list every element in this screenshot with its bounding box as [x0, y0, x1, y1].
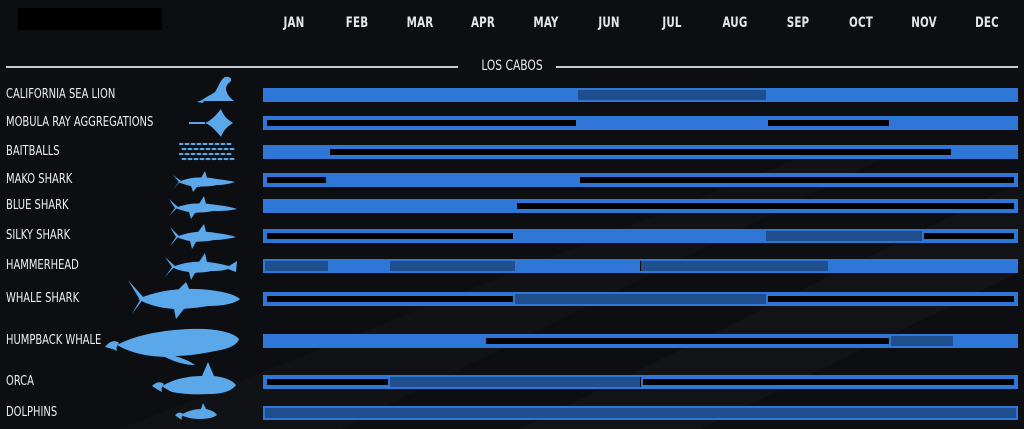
bar-segment-humpback-whale-2-medium	[890, 336, 954, 346]
bar-segment-humpback-whale-0-high	[265, 336, 485, 346]
bar-segment-silky-shark-3-none	[922, 231, 1016, 241]
silky-shark-icon	[170, 224, 236, 249]
bar-segment-mako-shark-2-none	[577, 175, 1016, 185]
month-label-aug: AUG	[722, 15, 748, 31]
bar-segment-hammerhead-4-medium	[640, 261, 829, 271]
bar-segment-california-sea-lion-2-high	[765, 90, 1016, 100]
availability-bar-mobula-ray-aggregations	[263, 116, 1018, 130]
bar-segment-hammerhead-2-medium	[390, 261, 516, 271]
month-label-apr: APR	[471, 15, 496, 31]
bar-segment-orca-2-none	[640, 377, 1016, 387]
availability-bar-whale-shark	[263, 292, 1018, 306]
bar-segment-mako-shark-1-high	[327, 175, 578, 185]
month-label-jul: JUL	[662, 15, 682, 31]
availability-bar-california-sea-lion	[263, 88, 1018, 102]
row-label-hammerhead: HAMMERHEAD	[6, 258, 79, 273]
availability-bar-silky-shark	[263, 229, 1018, 243]
month-label-oct: OCT	[848, 15, 873, 31]
dolphin-icon	[175, 403, 217, 420]
hammerhead-icon	[165, 253, 237, 280]
month-label-feb: FEB	[346, 15, 369, 31]
humpback-whale-icon	[105, 328, 239, 365]
bar-segment-mobula-ray-aggregations-2-none	[765, 118, 891, 128]
availability-bar-blue-shark	[263, 199, 1018, 213]
mobula-ray-icon	[189, 109, 233, 137]
row-label-orca: ORCA	[6, 374, 34, 389]
bar-segment-silky-shark-2-medium	[765, 231, 923, 241]
month-label-nov: NOV	[910, 15, 937, 31]
bar-segment-baitballs-1-none	[327, 147, 954, 157]
whale-shark-icon	[128, 280, 240, 319]
month-label-dec: DEC	[974, 15, 999, 31]
bar-segment-orca-1-medium	[390, 377, 641, 387]
bar-segment-mobula-ray-aggregations-3-high	[890, 118, 1016, 128]
bar-segment-dolphins-0-medium	[265, 408, 1016, 418]
bar-segment-baitballs-0-high	[265, 147, 328, 157]
availability-bar-orca	[263, 375, 1018, 389]
bar-segment-silky-shark-0-none	[265, 231, 516, 241]
month-label-jun: JUN	[598, 15, 620, 31]
row-label-dolphins: DOLPHINS	[6, 405, 58, 420]
month-label-may: MAY	[533, 15, 559, 31]
availability-bar-baitballs	[263, 145, 1018, 159]
bar-segment-blue-shark-0-high	[265, 201, 516, 211]
row-label-baitballs: BAITBALLS	[6, 144, 60, 159]
bar-segment-baitballs-2-high	[953, 147, 1016, 157]
divider-left	[6, 66, 458, 68]
month-label-sep: SEP	[786, 15, 810, 31]
bar-segment-california-sea-lion-1-medium	[577, 90, 766, 100]
bar-segment-hammerhead-5-high	[828, 261, 1016, 271]
divider-right	[556, 66, 1018, 68]
availability-bar-dolphins	[263, 406, 1018, 420]
bar-segment-humpback-whale-1-none	[484, 336, 891, 346]
availability-bar-humpback-whale	[263, 334, 1018, 348]
availability-bar-mako-shark	[263, 173, 1018, 187]
row-label-mako-shark: MAKO SHARK	[6, 172, 73, 187]
bar-segment-hammerhead-1-high	[327, 261, 391, 271]
bar-segment-whale-shark-0-none	[265, 294, 516, 304]
month-label-mar: MAR	[406, 15, 434, 31]
row-label-blue-shark: BLUE SHARK	[6, 198, 69, 213]
row-label-whale-shark: WHALE SHARK	[6, 291, 80, 306]
bar-segment-whale-shark-2-none	[765, 294, 1016, 304]
bar-segment-hammerhead-3-high	[515, 261, 641, 271]
row-label-mobula-ray-aggregations: MOBULA RAY AGGREGATIONS	[6, 115, 154, 130]
title-block	[18, 8, 162, 30]
bar-segment-humpback-whale-3-high	[953, 336, 1016, 346]
bar-segment-whale-shark-1-medium	[515, 294, 766, 304]
bar-segment-silky-shark-1-high	[515, 231, 766, 241]
bar-segment-mako-shark-0-none	[265, 175, 328, 185]
bar-segment-blue-shark-1-none	[515, 201, 1016, 211]
row-label-california-sea-lion: CALIFORNIA SEA LION	[6, 87, 116, 102]
orca-icon	[152, 362, 236, 395]
mako-shark-icon	[173, 171, 235, 192]
bar-segment-mobula-ray-aggregations-0-none	[265, 118, 578, 128]
bar-segment-orca-0-none	[265, 377, 391, 387]
blue-shark-icon	[169, 196, 237, 219]
row-label-silky-shark: SILKY SHARK	[6, 228, 71, 243]
location-title: LOS CABOS	[481, 58, 543, 74]
bar-segment-california-sea-lion-0-high	[265, 90, 578, 100]
bar-segment-mobula-ray-aggregations-1-high	[577, 118, 766, 128]
sea-lion-icon	[197, 76, 234, 103]
baitball-icon	[179, 142, 235, 161]
row-label-humpback-whale: HUMPBACK WHALE	[6, 333, 102, 348]
bar-segment-hammerhead-0-medium	[265, 261, 328, 271]
availability-bar-hammerhead	[263, 259, 1018, 273]
month-label-jan: JAN	[283, 15, 305, 31]
